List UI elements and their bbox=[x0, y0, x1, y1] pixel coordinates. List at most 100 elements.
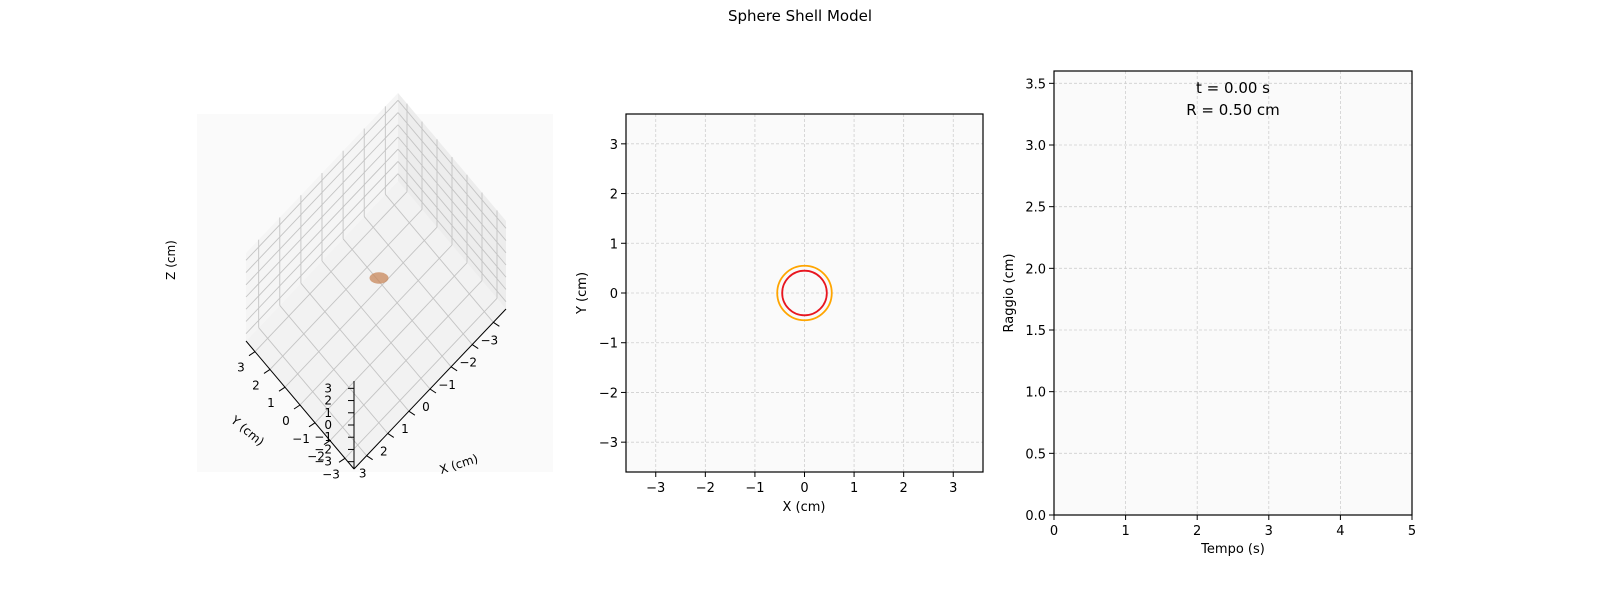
y-tick-label: 2 bbox=[380, 444, 388, 458]
floor-grid-line bbox=[284, 226, 438, 388]
wall-grid-line bbox=[245, 124, 399, 286]
panel-2d-marks bbox=[776, 264, 833, 322]
x-tick-label: −2 bbox=[307, 450, 325, 464]
x-tick-mark bbox=[338, 457, 346, 463]
y-tick-mark bbox=[471, 344, 479, 349]
x-tick-label: −3 bbox=[322, 467, 340, 481]
panel-3-background bbox=[1054, 71, 1412, 515]
wall-grid-line bbox=[245, 136, 399, 298]
x-tick-label: −2 bbox=[696, 481, 715, 496]
x-tick-label: −1 bbox=[745, 481, 764, 496]
x-tick-label: 0 bbox=[1050, 524, 1058, 539]
y-tick-label: 3.0 bbox=[1025, 139, 1046, 154]
shell-circle bbox=[781, 269, 828, 317]
wall-grid-line bbox=[397, 100, 507, 229]
x-tick-mark bbox=[308, 422, 316, 428]
x-tick-label: 1 bbox=[1121, 524, 1129, 539]
x-tick-label: 1 bbox=[267, 396, 275, 410]
x-tick-mark bbox=[248, 351, 256, 357]
x-tick-label: 3 bbox=[1265, 524, 1273, 539]
z-tick-label: 0 bbox=[324, 418, 332, 432]
y-tick-label: 0.5 bbox=[1025, 447, 1046, 462]
floor-grid-line bbox=[279, 305, 389, 434]
panel-2d-ylabel: Y (cm) bbox=[575, 272, 590, 315]
y-tick-mark bbox=[408, 410, 416, 416]
floor-grid-line bbox=[299, 244, 453, 406]
x-tick-label: 2 bbox=[900, 481, 908, 496]
figure-title: Sphere Shell Model bbox=[727, 7, 872, 25]
y-tick-label: −1 bbox=[438, 378, 456, 392]
x-tick-label: −3 bbox=[646, 481, 665, 496]
floor-grid-line bbox=[300, 282, 410, 412]
y-tick-mark bbox=[493, 321, 500, 327]
panel-3-ylabel: Raggio (cm) bbox=[1002, 254, 1017, 333]
y-tick-label: 2.0 bbox=[1025, 262, 1046, 277]
wall-grid-line bbox=[245, 112, 399, 273]
floor-grid-line bbox=[269, 209, 423, 370]
x-tick-label: −1 bbox=[292, 432, 310, 446]
sphere-surface bbox=[369, 272, 389, 284]
z-tick-label: −3 bbox=[314, 455, 332, 469]
y-tick-label: 3 bbox=[610, 138, 618, 153]
y-tick-mark bbox=[387, 433, 395, 438]
y-tick-label: 3.5 bbox=[1025, 77, 1046, 92]
panel-3d-marks bbox=[369, 272, 389, 284]
radius-annotation: R = 0.50 cm bbox=[1186, 101, 1280, 119]
z-tick-label: −1 bbox=[314, 430, 332, 444]
y-tick-label: −3 bbox=[599, 436, 618, 451]
panel-3d-zlabel: Z (cm) bbox=[164, 240, 178, 280]
x-tick-label: 2 bbox=[252, 378, 260, 392]
x-tick-label: 0 bbox=[282, 414, 290, 428]
wall-grid-line bbox=[397, 124, 507, 254]
x-tick-label: 3 bbox=[237, 361, 245, 375]
z-tick-label: 3 bbox=[324, 381, 332, 395]
floor-grid-line bbox=[258, 327, 368, 456]
y-tick-label: 2 bbox=[610, 188, 618, 203]
y-tick-label: 1 bbox=[401, 422, 409, 436]
panel-2d-xlabel: X (cm) bbox=[783, 500, 826, 515]
shell-circle bbox=[776, 264, 833, 322]
x-tick-label: 5 bbox=[1408, 524, 1416, 539]
panel-3d-grid bbox=[245, 93, 507, 469]
y-tick-label: 0 bbox=[610, 287, 618, 302]
floor-grid-line bbox=[254, 191, 408, 352]
y-tick-label: −1 bbox=[599, 337, 618, 352]
panel-2d-ticks: −3 −3 −2 −2 −1 −1 0 0 1 1 2 2 3 3 bbox=[599, 138, 958, 496]
x-tick-mark bbox=[278, 386, 286, 392]
x-tick-label: 2 bbox=[1193, 524, 1201, 539]
x-tick-label: 4 bbox=[1336, 524, 1344, 539]
x-tick-mark bbox=[263, 369, 271, 374]
wall-grid-line bbox=[397, 136, 507, 266]
z-tick-label: 2 bbox=[324, 394, 332, 408]
y-tick-label: 0.0 bbox=[1025, 509, 1046, 524]
y-tick-label: −3 bbox=[480, 333, 498, 347]
y-tick-label: −2 bbox=[459, 356, 477, 370]
y-tick-mark bbox=[429, 388, 437, 394]
panel-2d-grid bbox=[626, 114, 983, 472]
y-tick-label: 2.5 bbox=[1025, 201, 1046, 216]
x-tick-mark bbox=[293, 404, 301, 410]
panel-3-xlabel: Tempo (s) bbox=[1200, 542, 1265, 557]
y-tick-label: 1.0 bbox=[1025, 386, 1046, 401]
y-tick-label: −2 bbox=[599, 386, 618, 401]
x-tick-label: 0 bbox=[800, 481, 808, 496]
time-annotation: t = 0.00 s bbox=[1196, 79, 1270, 97]
y-tick-mark bbox=[366, 455, 373, 461]
x-tick-label: 3 bbox=[949, 481, 957, 496]
x-tick-label: 1 bbox=[850, 481, 858, 496]
panel-3-frame bbox=[1053, 70, 1413, 516]
z-tick-label: 1 bbox=[324, 406, 332, 420]
y-tick-mark bbox=[450, 366, 458, 372]
wall-grid-line bbox=[397, 112, 507, 241]
y-tick-label: 1.5 bbox=[1025, 324, 1046, 339]
x-tick-mark bbox=[323, 440, 331, 445]
y-tick-label: 3 bbox=[359, 467, 367, 481]
wall-grid-line bbox=[245, 100, 399, 261]
panel-3-ticks: 0 1 2 3 4 5 0.0 0.5 1.0 1.5 2.0 2.5 3.0 3.5 bbox=[1025, 77, 1416, 539]
y-tick-label: 0 bbox=[422, 400, 430, 414]
